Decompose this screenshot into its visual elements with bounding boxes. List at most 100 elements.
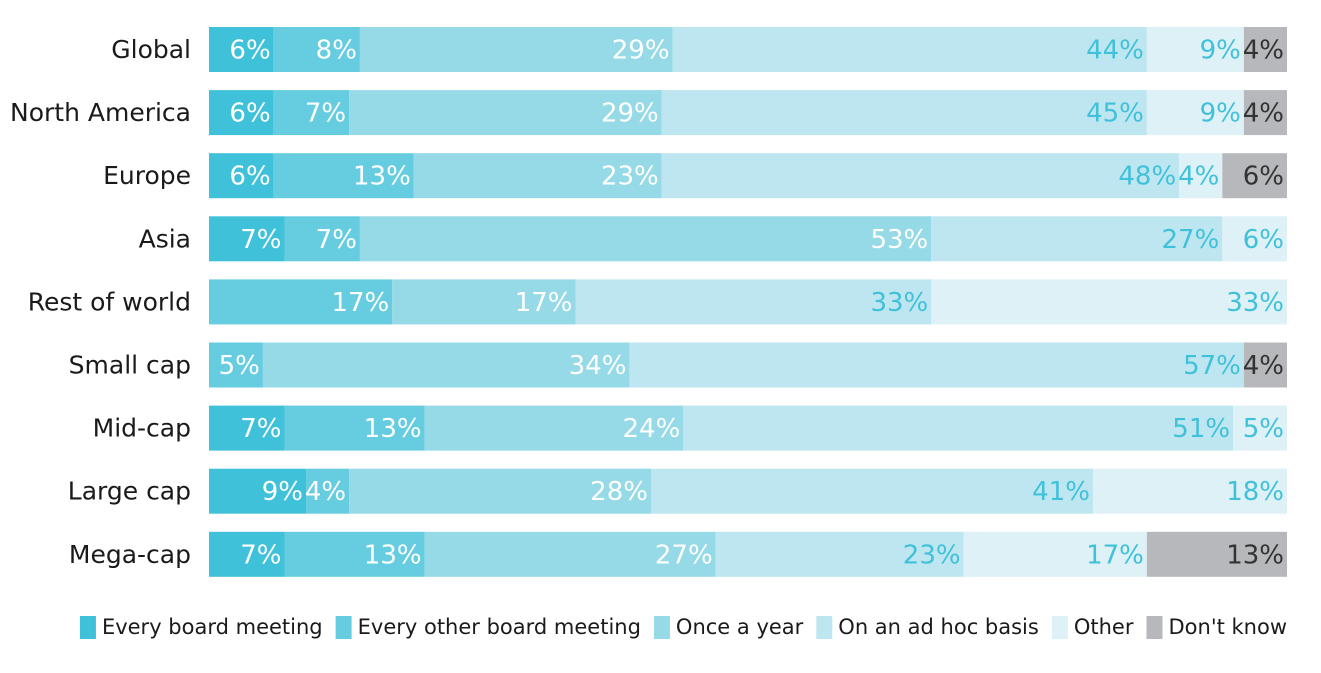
bar-segment	[931, 216, 1223, 262]
data-label: 18%	[1226, 477, 1284, 507]
bar-row: Rest of world 17% 17% 33% 33%	[28, 279, 1287, 325]
bar-row: Global 6% 8% 29% 44% 9% 4%	[111, 27, 1287, 72]
data-label: 57%	[1183, 351, 1241, 381]
data-label: 4%	[1178, 162, 1219, 192]
bar-segment	[1243, 90, 1287, 136]
bar-segment	[284, 531, 425, 577]
legend-swatch	[653, 616, 670, 639]
bar-segment	[349, 90, 662, 136]
category-label: Global	[111, 35, 191, 64]
bar-segment	[1179, 153, 1223, 199]
bar-segment	[273, 153, 414, 199]
bar-segment	[209, 405, 285, 451]
bar-segment	[359, 216, 932, 262]
category-label: Large cap	[68, 477, 191, 506]
bar-segment	[575, 279, 932, 325]
legend-label: On an ad hoc basis	[838, 615, 1039, 639]
legend-swatch	[1051, 616, 1068, 639]
legend-swatch	[1146, 616, 1163, 639]
legend-item: Don't know	[1146, 615, 1287, 639]
data-label: 4%	[1243, 99, 1284, 129]
category-label: Asia	[139, 224, 191, 253]
bar-row: Large cap 9% 4% 28% 41% 18%	[68, 468, 1287, 514]
data-label: 7%	[240, 414, 281, 444]
legend-item: Every board meeting	[79, 615, 323, 639]
bar-row: Mid-cap 7% 13% 24% 51% 5%	[93, 405, 1287, 451]
bar-row: Asia 7% 7% 53% 27% 6%	[139, 216, 1287, 262]
bar-segment	[1146, 90, 1244, 136]
bar-segment	[1233, 405, 1287, 451]
bar-segment	[1222, 153, 1287, 199]
bar-row: North America 6% 7% 29% 45% 9% 4%	[10, 90, 1287, 136]
legend-label: Every board meeting	[102, 615, 323, 639]
bar-row: Mega-cap 7% 13% 27% 23% 17% 13%	[69, 531, 1287, 577]
bar-segment	[629, 342, 1244, 388]
data-label: 33%	[1226, 288, 1284, 318]
bar-segment	[209, 216, 285, 262]
data-label: 48%	[1118, 162, 1176, 192]
data-label: 13%	[1226, 540, 1284, 570]
data-label: 13%	[364, 540, 422, 570]
data-label: 41%	[1032, 477, 1090, 507]
bar-row: Small cap 5% 34% 57% 4%	[69, 342, 1287, 388]
chart-rows: Global 6% 8% 29% 44% 9% 4% North America 6% 7% 29%…	[10, 27, 1287, 577]
data-label: 7%	[305, 99, 346, 129]
data-label: 6%	[229, 99, 270, 129]
bar-segment	[1092, 468, 1287, 514]
data-label: 5%	[1243, 414, 1284, 444]
legend-item: Once a year	[653, 615, 804, 639]
category-label: Mid-cap	[93, 414, 191, 443]
data-label: 23%	[601, 162, 659, 192]
bar-segment	[1243, 27, 1287, 72]
bar-segment	[209, 531, 285, 577]
data-label: 28%	[590, 477, 648, 507]
data-label: 4%	[1243, 36, 1284, 66]
bar-segment	[392, 279, 576, 325]
bar-segment	[1146, 531, 1287, 577]
data-label: 23%	[903, 540, 961, 570]
data-label: 34%	[569, 351, 627, 381]
bar-segment	[661, 153, 1180, 199]
bar-segment	[413, 153, 662, 199]
legend-item: On an ad hoc basis	[816, 615, 1039, 639]
data-label: 24%	[623, 414, 681, 444]
bar-segment	[715, 531, 964, 577]
bar-segment	[1243, 342, 1287, 388]
bar-segment	[209, 90, 274, 136]
bar-segment	[284, 405, 425, 451]
data-label: 6%	[229, 162, 270, 192]
bar-segment	[1146, 27, 1244, 72]
data-label: 29%	[612, 36, 670, 66]
data-label: 13%	[364, 414, 422, 444]
data-label: 9%	[262, 477, 303, 507]
bar-segment	[273, 27, 360, 72]
data-label: 53%	[870, 225, 928, 255]
legend-swatch	[79, 616, 96, 639]
legend-label: Once a year	[676, 615, 804, 639]
data-label: 7%	[316, 225, 357, 255]
category-label: Small cap	[69, 351, 191, 380]
bar-segment	[209, 342, 263, 388]
chart-legend: Every board meeting Every other board mee…	[79, 615, 1287, 639]
data-label: 4%	[1243, 351, 1284, 381]
bar-segment	[661, 90, 1147, 136]
data-label: 17%	[1086, 540, 1144, 570]
bar-segment	[963, 531, 1147, 577]
data-label: 7%	[240, 540, 281, 570]
legend-swatch	[816, 616, 833, 639]
bar-segment	[424, 405, 684, 451]
legend-item: Other	[1051, 615, 1134, 639]
data-label: 27%	[655, 540, 713, 570]
bar-segment	[672, 27, 1147, 72]
legend-swatch	[335, 616, 352, 639]
data-label: 9%	[1200, 99, 1241, 129]
bar-segment	[209, 468, 307, 514]
data-label: 6%	[1243, 162, 1284, 192]
bar-segment	[349, 468, 651, 514]
data-label: 33%	[870, 288, 928, 318]
legend-label: Don't know	[1168, 615, 1287, 639]
category-label: North America	[10, 98, 191, 127]
data-label: 27%	[1162, 225, 1220, 255]
bar-segment	[359, 27, 673, 72]
